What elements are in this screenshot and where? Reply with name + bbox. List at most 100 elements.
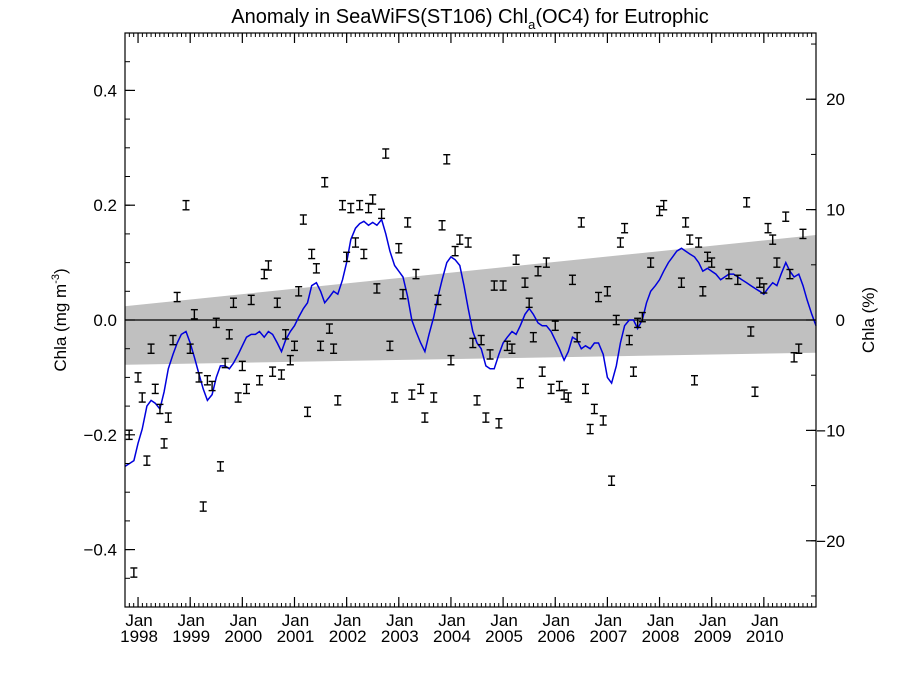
y-axis-right-label: Chla (%)	[859, 287, 878, 353]
x-tick-label-month: Jan	[177, 611, 204, 630]
anomaly-point	[625, 334, 633, 346]
anomaly-point	[334, 395, 342, 406]
anomaly-point	[734, 274, 742, 286]
y-left-tick-label: 0.0	[93, 311, 117, 330]
x-tick-label-year: 2007	[589, 627, 627, 646]
x-tick-label-year: 2009	[694, 627, 732, 646]
y-left-tick-label: −0.4	[83, 541, 117, 560]
y-left-tick-label: −0.2	[83, 426, 117, 445]
anomaly-point	[551, 320, 559, 332]
anomaly-point	[282, 329, 290, 340]
anomaly-point	[790, 352, 798, 363]
anomaly-point	[443, 153, 451, 165]
anomaly-point	[586, 423, 594, 435]
x-tick-label-year: 2006	[537, 627, 575, 646]
anomaly-point	[421, 412, 429, 423]
anomaly-point	[190, 308, 198, 320]
y-left-tick-label: 0.2	[93, 196, 117, 215]
anomaly-point	[151, 383, 159, 395]
anomaly-point	[238, 360, 246, 372]
confidence-band	[125, 235, 816, 365]
x-tick-label-month: Jan	[543, 611, 570, 630]
anomaly-point	[682, 217, 690, 228]
anomaly-point	[577, 217, 585, 228]
anomaly-point	[677, 277, 685, 288]
x-tick-label-month: Jan	[125, 611, 152, 630]
anomaly-point	[373, 283, 381, 294]
anomaly-point	[147, 343, 155, 354]
x-tick-label-month: Jan	[386, 611, 413, 630]
anomaly-point	[438, 219, 446, 231]
anomaly-point	[399, 288, 407, 300]
x-tick-label-month: Jan	[751, 611, 778, 630]
anomaly-point	[495, 418, 503, 429]
anomaly-point	[616, 237, 624, 248]
anomaly-point	[243, 383, 251, 395]
monthly-anomaly-layer	[125, 148, 807, 578]
anomaly-point	[542, 257, 550, 268]
anomaly-point	[599, 415, 607, 426]
anomaly-point	[486, 349, 494, 360]
anomaly-point	[290, 340, 298, 352]
x-tick-label-year: 2008	[642, 627, 680, 646]
anomaly-point	[386, 340, 394, 352]
anomaly-point	[325, 323, 333, 334]
anomaly-point	[473, 395, 481, 406]
anomaly-point	[456, 234, 464, 245]
anomaly-point	[656, 205, 664, 217]
anomaly-point	[508, 343, 516, 354]
anomaly-point	[164, 412, 172, 423]
x-tick-label-year: 1998	[120, 627, 158, 646]
anomaly-point	[343, 251, 351, 263]
x-tick-label-month: Jan	[334, 611, 361, 630]
anomaly-point	[277, 369, 285, 380]
anomaly-point	[369, 194, 377, 205]
x-tick-label-month: Jan	[230, 611, 257, 630]
anomaly-point	[564, 392, 572, 403]
anomaly-point	[612, 314, 620, 326]
anomaly-point	[321, 176, 329, 188]
anomaly-point	[547, 383, 555, 395]
anomaly-point	[573, 331, 581, 343]
anomaly-point	[212, 317, 220, 329]
anomaly-point	[247, 294, 255, 306]
anomaly-point	[629, 366, 637, 377]
anomaly-point	[378, 208, 386, 220]
axes-layer: Jan1998Jan1999Jan2000Jan2001Jan2002Jan20…	[83, 32, 845, 646]
anomaly-point	[464, 237, 472, 248]
anomaly-point	[699, 286, 707, 297]
anomaly-point	[130, 567, 138, 578]
anomaly-point	[512, 254, 520, 266]
anomaly-point	[234, 392, 242, 403]
anomaly-point	[482, 412, 490, 423]
x-tick-label-month: Jan	[647, 611, 674, 630]
anomaly-point	[516, 377, 524, 389]
anomaly-point	[173, 291, 181, 303]
anomaly-point	[795, 343, 803, 354]
anomaly-point	[555, 380, 563, 392]
y-axis-left-label-end: )	[51, 268, 70, 274]
chart-title-suffix: (OC4) for Eutrophic	[535, 6, 708, 28]
anomaly-point	[138, 392, 146, 403]
anomaly-point	[264, 260, 272, 271]
x-tick-label-year: 2003	[381, 627, 419, 646]
anomaly-point	[286, 354, 294, 366]
anomaly-point	[521, 277, 529, 288]
anomaly-point	[708, 257, 716, 268]
anomaly-point	[799, 228, 807, 240]
anomaly-point	[295, 286, 303, 297]
anomaly-point	[568, 274, 576, 286]
anomaly-point	[760, 283, 768, 294]
anomaly-point	[773, 257, 781, 268]
anomaly-point	[469, 337, 477, 349]
anomaly-point	[634, 317, 642, 329]
x-tick-label-month: Jan	[490, 611, 517, 630]
anomaly-point	[417, 383, 425, 395]
anomaly-point	[395, 242, 403, 254]
anomaly-point	[317, 340, 325, 352]
anomaly-point	[195, 372, 203, 383]
anomaly-point	[595, 291, 603, 303]
chart-title: Anomaly in SeaWiFS(ST106) Chla(OC4) for …	[231, 6, 708, 32]
anomaly-point	[686, 234, 694, 245]
